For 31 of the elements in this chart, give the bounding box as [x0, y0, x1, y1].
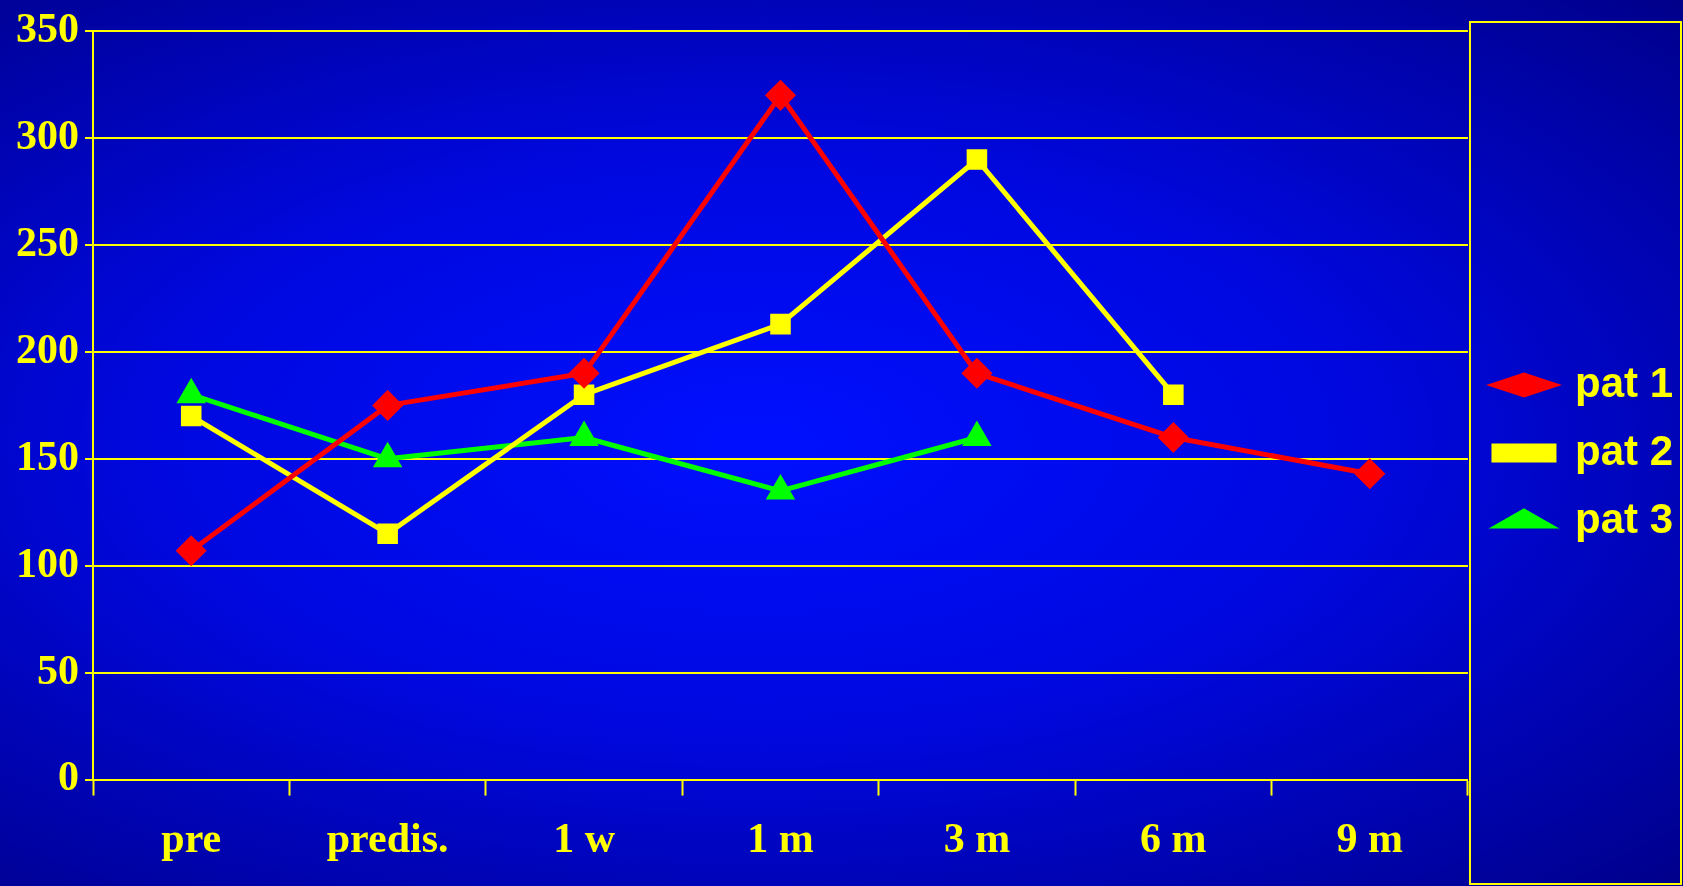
point [180, 405, 202, 427]
x-tick-label: 6 m [1140, 814, 1207, 861]
y-tick-label: 250 [16, 218, 79, 265]
y-tick-label: 50 [37, 646, 79, 693]
x-tick-label: 1 w [553, 814, 616, 861]
x-tick-label: 1 m [747, 814, 814, 861]
y-tick-label: 300 [16, 111, 79, 158]
y-tick-label: 200 [16, 325, 79, 372]
point [373, 390, 403, 420]
x-tick-label: 3 m [943, 814, 1011, 861]
point [1163, 384, 1184, 405]
point [573, 384, 595, 405]
point [765, 80, 795, 110]
point [770, 313, 791, 335]
point [966, 149, 988, 170]
x-tick-label: 9 m [1336, 814, 1404, 861]
y-tick-label: 350 [16, 5, 79, 52]
point [1355, 459, 1385, 489]
point [569, 358, 599, 388]
x-tick-label: pre [161, 814, 222, 861]
point [1158, 422, 1188, 452]
point [962, 358, 992, 388]
point [176, 536, 206, 566]
legend-label: pat 3 [1574, 494, 1673, 542]
x-tick-label: predis. [326, 814, 449, 861]
y-tick-label: 0 [58, 753, 79, 800]
legend-label: pat 2 [1574, 426, 1673, 474]
y-tick-label: 150 [16, 432, 79, 479]
y-tick-label: 100 [16, 539, 79, 586]
legend-label: pat 1 [1574, 358, 1673, 406]
point [377, 523, 398, 544]
